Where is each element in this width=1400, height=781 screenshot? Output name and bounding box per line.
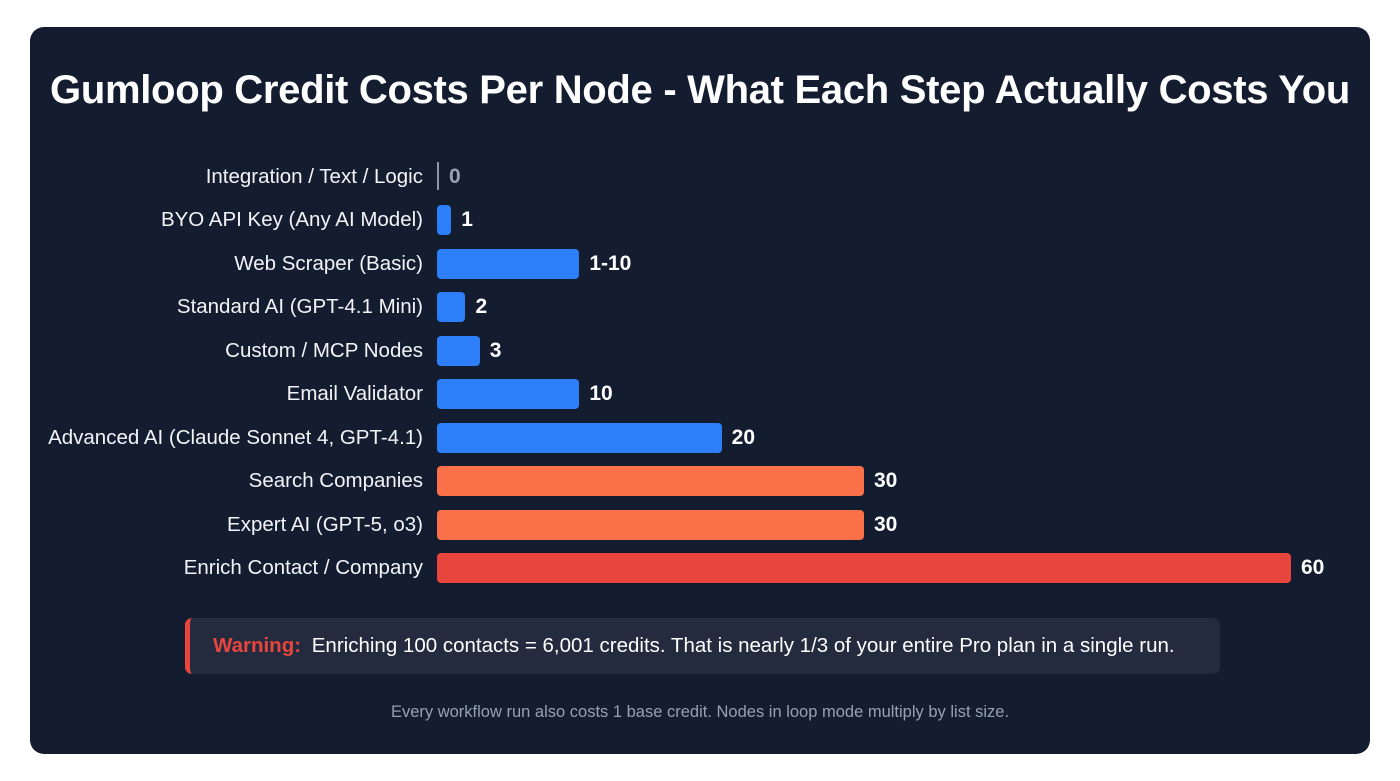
bar-fill [437,205,452,236]
bar-category-label: Advanced AI (Claude Sonnet 4, GPT-4.1) [48,425,423,449]
bar-row: Email Validator 10 [30,373,1370,417]
bar-value-label: 1-10 [589,251,632,275]
infographic-card: Gumloop Credit Costs Per Node - What Eac… [30,27,1370,754]
bar-row: Integration / Text / Logic 0 [30,155,1370,199]
bar-chart: Integration / Text / Logic 0 BYO API Key (… [30,155,1370,590]
bar-value-label: 60 [1301,556,1325,580]
warning-text: Warning: Enriching 100 contacts = 6,001 … [213,634,1175,658]
bar-fill [437,335,480,366]
bar-category-label: Search Companies [248,469,423,493]
bar-row: Enrich Contact / Company 60 [30,547,1370,591]
bar-row: Web Scraper (Basic) 1-10 [30,242,1370,286]
bar-category-label: Enrich Contact / Company [183,556,423,580]
bar-track: 1 [437,205,1362,236]
bar-category-label: Email Validator [286,382,423,406]
bar-track: 0 [437,161,1362,192]
bar-fill [437,553,1291,584]
bar-fill [437,509,864,540]
bar-category-label: Web Scraper (Basic) [234,251,423,275]
bar-value-label: 1 [461,208,473,232]
bar-row: Search Companies 30 [30,460,1370,504]
bar-value-label: 2 [475,295,488,319]
bar-track: 1-10 [437,248,1362,279]
bar-category-label: BYO API Key (Any AI Model) [160,208,423,232]
bar-track: 3 [437,335,1362,366]
bar-fill [437,161,439,190]
bar-value-label: 0 [449,164,461,188]
bar-fill [437,422,722,453]
bar-row: Advanced AI (Claude Sonnet 4, GPT-4.1) 20 [30,416,1370,460]
bar-fill [437,379,580,410]
bar-category-label: Standard AI (GPT-4.1 Mini) [176,295,423,319]
warning-message: Enriching 100 contacts = 6,001 credits. … [306,634,1175,657]
bar-fill [437,292,466,323]
bar-fill [437,248,580,279]
bar-row: Custom / MCP Nodes 3 [30,329,1370,373]
bar-fill [437,466,864,497]
bar-category-label: Custom / MCP Nodes [225,338,423,362]
bar-value-label: 10 [589,382,613,406]
bar-track: 30 [437,466,1362,497]
bar-row: BYO API Key (Any AI Model) 1 [30,199,1370,243]
bar-value-label: 3 [489,338,502,362]
bar-track: 60 [437,553,1362,584]
bar-track: 2 [437,292,1362,323]
bar-category-label: Integration / Text / Logic [205,164,423,188]
page-title: Gumloop Credit Costs Per Node - What Eac… [50,68,1350,112]
bar-row: Standard AI (GPT-4.1 Mini) 2 [30,286,1370,330]
footer-note: Every workflow run also costs 1 base cre… [390,703,1010,721]
bar-track: 10 [437,379,1362,410]
bar-value-label: 30 [874,512,898,536]
warning-label: Warning: [213,634,302,657]
bar-value-label: 30 [874,469,898,493]
bar-category-label: Expert AI (GPT-5, o3) [227,512,423,536]
warning-banner: Warning: Enriching 100 contacts = 6,001 … [185,618,1220,674]
bar-value-label: 20 [731,425,756,449]
bar-row: Expert AI (GPT-5, o3) 30 [30,503,1370,547]
bar-track: 30 [437,509,1362,540]
bar-track: 20 [437,422,1362,453]
